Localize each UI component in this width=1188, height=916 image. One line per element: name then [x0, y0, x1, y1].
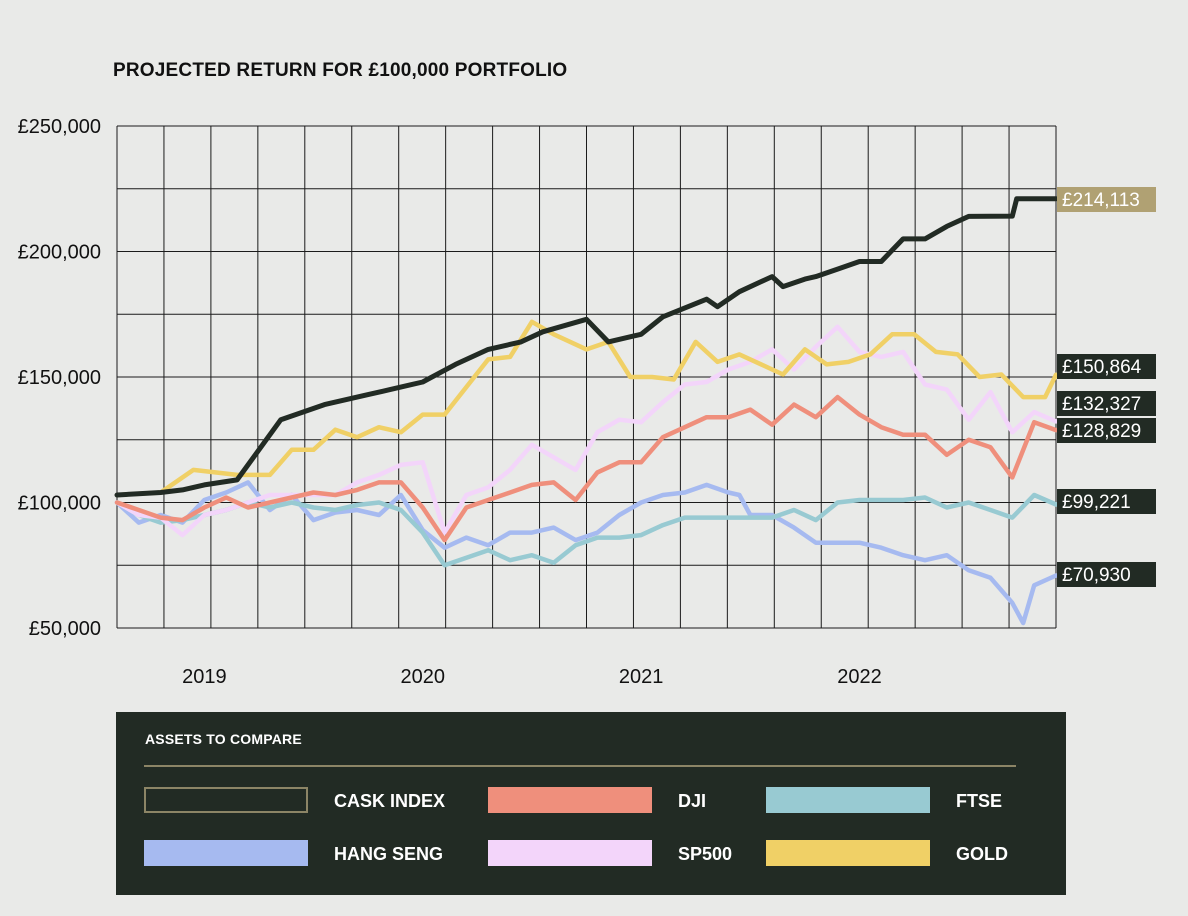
legend-heading: ASSETS TO COMPARE [145, 731, 302, 747]
legend-item-dji[interactable]: DJI [488, 787, 808, 817]
end-label-text: £132,327 [1062, 394, 1141, 415]
end-label-ftse: £99,221 [1057, 489, 1156, 514]
legend-swatch-cask-index [144, 787, 308, 813]
legend-label-hang-seng: HANG SENG [334, 844, 444, 864]
x-tick-label: 2021 [619, 666, 664, 688]
y-tick-label: £200,000 [18, 242, 101, 264]
x-axis-ticks: 2019 2020 2021 2022 [182, 666, 882, 688]
x-tick-label: 2019 [182, 666, 227, 688]
series-line-gold [114, 319, 1059, 498]
end-label-text: £150,864 [1062, 357, 1142, 378]
legend-label-ftse: FTSE [956, 791, 1003, 811]
series-line-cask-index [114, 196, 1059, 498]
legend-label-sp500: SP500 [678, 844, 733, 864]
end-label-dji: £128,829 [1057, 418, 1156, 443]
series-line-ftse [114, 492, 1059, 568]
end-label-sp500: £132,327 [1057, 391, 1156, 416]
legend-label-dji: DJI [678, 791, 707, 811]
x-tick-label: 2020 [400, 666, 445, 688]
end-label-text: £128,829 [1062, 421, 1141, 442]
legend-swatch-ftse [766, 787, 930, 813]
series-lines [114, 196, 1059, 626]
y-axis-ticks: £250,000 £200,000 £150,000 £100,000 £50,000 [18, 116, 101, 640]
legend-item-gold[interactable]: GOLD [766, 840, 1086, 870]
series-line-hang-seng [114, 480, 1059, 626]
legend-label-cask-index: CASK INDEX [334, 791, 446, 811]
chart-title: PROJECTED RETURN FOR £100,000 PORTFOLIO [113, 60, 568, 81]
end-label-cask-index: £214,113 [1057, 187, 1156, 212]
end-label-text: £99,221 [1062, 492, 1131, 513]
legend-item-cask-index[interactable]: CASK INDEX [144, 787, 464, 817]
y-tick-label: £150,000 [18, 367, 101, 389]
series-line-sp500 [114, 324, 1059, 538]
legend-swatch-dji [488, 787, 652, 813]
legend-item-ftse[interactable]: FTSE [766, 787, 1086, 817]
legend-item-sp500[interactable]: SP500 [488, 840, 808, 870]
end-label-gold: £150,864 [1057, 354, 1156, 379]
y-tick-label: £100,000 [18, 493, 101, 515]
end-label-hang-seng: £70,930 [1057, 562, 1156, 587]
grid [116, 125, 1057, 629]
end-label-text: £214,113 [1062, 190, 1140, 211]
legend-swatch-sp500 [488, 840, 652, 866]
legend-divider [144, 765, 1016, 767]
end-value-labels: £214,113 £150,864 £132,327 £128,829 £99,221 £… [1057, 187, 1156, 587]
legend-item-hang-seng[interactable]: HANG SENG [144, 840, 464, 870]
legend-panel: ASSETS TO COMPARE CASK INDEX DJI FTSE HA… [116, 712, 1066, 895]
legend-swatch-hang-seng [144, 840, 308, 866]
y-tick-label: £50,000 [29, 618, 101, 640]
y-tick-label: £250,000 [18, 116, 101, 138]
legend-label-gold: GOLD [956, 844, 1008, 864]
x-tick-label: 2022 [837, 666, 882, 688]
legend-swatch-gold [766, 840, 930, 866]
series-line-dji [114, 394, 1059, 543]
end-label-text: £70,930 [1062, 565, 1131, 586]
